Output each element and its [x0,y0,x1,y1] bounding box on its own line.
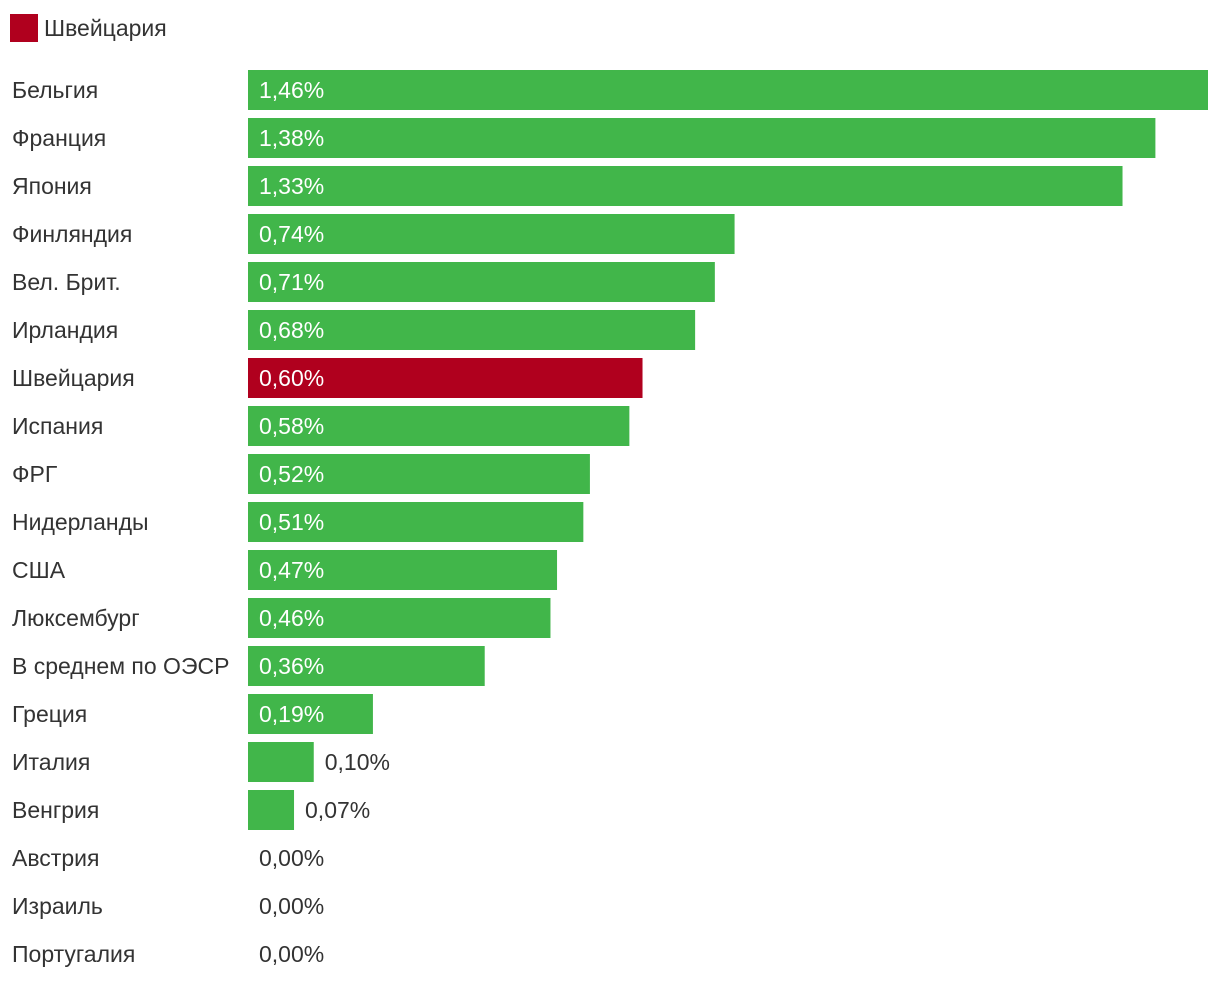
bar-3 [248,214,735,254]
value-label-11: 0,46% [259,605,324,631]
bar-6 [248,358,643,398]
category-label-17: Израиль [12,893,103,919]
category-label-6: Швейцария [12,365,135,391]
value-label-13: 0,19% [259,701,324,727]
bar-7 [248,406,630,446]
category-label-4: Вел. Брит. [12,269,121,295]
bar-4 [248,262,715,302]
category-label-14: Италия [12,749,90,775]
bar-13 [248,694,373,734]
bar-5 [248,310,696,350]
bar-12 [248,646,485,686]
category-label-5: Ирландия [12,317,118,343]
value-label-16: 0,00% [259,845,324,871]
category-label-9: Нидерланды [12,509,149,535]
value-label-10: 0,47% [259,557,324,583]
category-label-1: Франция [12,125,106,151]
bar-8 [248,454,590,494]
legend: Швейцария [10,14,167,42]
bar-2 [248,166,1123,206]
bar-1 [248,118,1156,158]
category-label-13: Греция [12,701,87,727]
value-label-8: 0,52% [259,461,324,487]
value-label-5: 0,68% [259,317,324,343]
bar-15 [248,790,295,830]
value-label-3: 0,74% [259,221,324,247]
value-label-15: 0,07% [305,797,370,823]
bar-0 [248,70,1208,110]
category-label-7: Испания [12,413,103,439]
category-label-18: Португалия [12,941,135,967]
value-label-18: 0,00% [259,941,324,967]
category-label-3: Финляндия [12,221,132,247]
value-label-2: 1,33% [259,173,324,199]
value-label-14: 0,10% [325,749,390,775]
category-label-2: Япония [12,173,92,199]
bar-14 [248,742,314,782]
value-label-4: 0,71% [259,269,324,295]
value-label-12: 0,36% [259,653,324,679]
category-label-15: Венгрия [12,797,99,823]
category-label-16: Австрия [12,845,99,871]
bar-9 [248,502,584,542]
value-label-9: 0,51% [259,509,324,535]
value-label-6: 0,60% [259,365,324,391]
bar-10 [248,550,558,590]
value-label-17: 0,00% [259,893,324,919]
category-label-8: ФРГ [12,461,58,487]
category-label-10: США [12,557,66,583]
bar-11 [248,598,551,638]
value-label-1: 1,38% [259,125,324,151]
category-label-12: В среднем по ОЭСР [12,653,229,679]
category-label-0: Бельгия [12,77,98,103]
category-label-11: Люксембург [12,605,140,631]
legend-swatch-switzerland [10,14,38,42]
value-label-7: 0,58% [259,413,324,439]
value-label-0: 1,46% [259,77,324,103]
legend-label-switzerland: Швейцария [44,14,167,41]
